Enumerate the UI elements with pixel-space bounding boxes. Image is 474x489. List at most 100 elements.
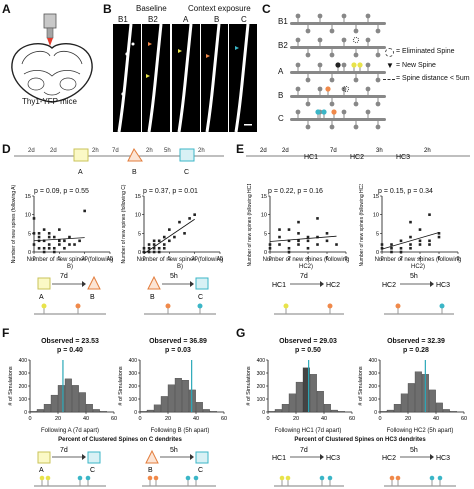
scatter-point bbox=[58, 243, 61, 246]
f1-xlabel: Following A (7d apart) bbox=[40, 428, 100, 434]
column-b1: B1 bbox=[118, 15, 128, 24]
y-tick-label: 0 bbox=[24, 410, 27, 416]
histogram-g-right: 0 20 40 60 0 100 200 300 400 # of Simulations bbox=[358, 358, 467, 422]
new-spine bbox=[331, 109, 337, 115]
histogram-bar bbox=[386, 409, 394, 413]
micrograph-b1 bbox=[113, 24, 141, 132]
y-axis-label: Number of new spines (following A) bbox=[11, 184, 17, 263]
g1-observed: Observed = 29.03 bbox=[279, 338, 337, 345]
histogram-bar bbox=[316, 391, 324, 413]
scatter-point bbox=[32, 217, 36, 220]
scatter-point bbox=[147, 243, 151, 246]
scatter-point bbox=[162, 246, 166, 250]
row-b1: B1 bbox=[278, 17, 288, 26]
f-int1-from: A bbox=[39, 467, 44, 474]
y-tick-label: 200 bbox=[19, 384, 28, 390]
column-c: C bbox=[241, 15, 247, 24]
scatter-point bbox=[316, 243, 319, 246]
g-int2-from: HC2 bbox=[382, 455, 396, 462]
histogram-bar bbox=[267, 411, 275, 413]
eliminated-spine-icon bbox=[385, 48, 394, 57]
histogram-bar bbox=[442, 409, 450, 413]
scatter-point bbox=[32, 232, 36, 235]
scatter-point bbox=[37, 235, 41, 239]
g-axis-title: Percent of Clustered Spines on HC3 dendr… bbox=[294, 437, 426, 443]
histogram-bar bbox=[288, 393, 296, 413]
new-spine bbox=[315, 109, 321, 115]
new-spine bbox=[335, 62, 341, 68]
x-tick-label: 5 bbox=[168, 256, 171, 262]
spine-head bbox=[329, 28, 335, 34]
scatter-point bbox=[306, 239, 310, 243]
histogram-bar bbox=[160, 396, 168, 413]
scatter-point bbox=[437, 235, 441, 239]
y-axis-label: # of Simulations bbox=[246, 366, 252, 405]
micrograph-c bbox=[229, 24, 257, 132]
scatter-point bbox=[390, 250, 393, 254]
scatter-point bbox=[47, 232, 51, 235]
spine-head bbox=[329, 101, 335, 107]
f2-p: p = 0.03 bbox=[165, 347, 191, 354]
dendrite-shaft bbox=[290, 95, 386, 98]
spine-head bbox=[305, 28, 311, 34]
scatter-point bbox=[306, 235, 310, 239]
scatter-point bbox=[316, 217, 319, 220]
panel-label-d: D bbox=[2, 142, 11, 156]
y-tick-label: 100 bbox=[369, 397, 378, 403]
y-tick-label: 400 bbox=[19, 358, 28, 364]
d-context-a: A bbox=[78, 169, 83, 176]
spine-head bbox=[305, 52, 311, 58]
spine-head bbox=[365, 37, 371, 43]
histogram-bar bbox=[309, 374, 317, 413]
mouse-brain-diagram bbox=[11, 13, 93, 103]
spine-head bbox=[295, 37, 301, 43]
e-t4: HC2 bbox=[350, 154, 364, 161]
x-tick-label: 60 bbox=[349, 416, 355, 422]
y-tick-label: 0 bbox=[28, 250, 31, 256]
regression-line bbox=[33, 237, 85, 242]
row-b: B bbox=[278, 91, 284, 100]
interval-d: 7d A B 5h B C bbox=[34, 273, 216, 315]
x-tick-label: 10 bbox=[192, 256, 198, 262]
histogram-bar bbox=[330, 409, 338, 413]
spine-head bbox=[329, 52, 335, 58]
spine-head bbox=[353, 28, 359, 34]
histogram-bar bbox=[393, 404, 401, 413]
x-tick-label: 6 bbox=[325, 256, 328, 262]
scatter-point bbox=[325, 239, 329, 243]
f-int1-to: C bbox=[90, 467, 95, 474]
f2-observed: Observed = 36.89 bbox=[149, 338, 207, 345]
new-spine bbox=[357, 62, 363, 68]
histogram-bar bbox=[202, 409, 210, 413]
e-int1-to: HC2 bbox=[326, 282, 340, 289]
scatter-point bbox=[325, 232, 329, 235]
e-int1-from: HC1 bbox=[272, 282, 286, 289]
panel-label-a: A bbox=[2, 2, 11, 16]
scatter-point bbox=[152, 243, 156, 246]
histogram-bar bbox=[57, 385, 65, 413]
new-spine bbox=[351, 62, 357, 68]
scatter-point bbox=[47, 246, 51, 250]
x-tick-label: 0 bbox=[268, 256, 271, 262]
scatter-point bbox=[68, 243, 71, 246]
y-tick-label: 100 bbox=[19, 397, 28, 403]
panel-label-c: C bbox=[262, 2, 271, 16]
y-tick-label: 0 bbox=[138, 250, 141, 256]
e-int1-label: 7d bbox=[300, 273, 308, 280]
g-int1-from: HC1 bbox=[272, 455, 286, 462]
scatter-point bbox=[287, 228, 291, 231]
histogram-bar bbox=[449, 411, 457, 413]
histogram-bar bbox=[323, 404, 331, 413]
spine-head bbox=[341, 13, 347, 19]
spine-head bbox=[295, 86, 301, 92]
y-tick-label: 100 bbox=[129, 397, 138, 403]
spine-head bbox=[375, 28, 381, 34]
x-tick-label: 4 bbox=[418, 256, 421, 262]
spine-head bbox=[375, 101, 381, 107]
g-int2-to: HC3 bbox=[436, 455, 450, 462]
y-axis-label: # of Simulations bbox=[8, 366, 14, 405]
spine-head bbox=[365, 109, 371, 115]
spine-head bbox=[353, 77, 359, 83]
d-context-b: B bbox=[132, 169, 137, 176]
y-tick-label: 300 bbox=[19, 371, 28, 377]
